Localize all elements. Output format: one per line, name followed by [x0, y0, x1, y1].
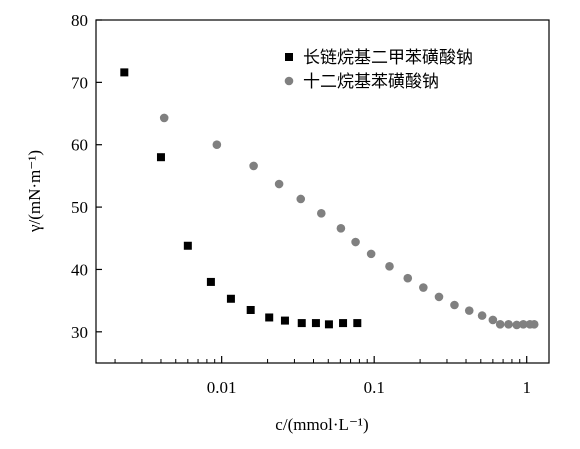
series-1-point-9	[385, 262, 394, 271]
y-tick-label-4: 70	[71, 73, 88, 92]
series-1-point-3	[274, 179, 284, 189]
series-1-point-10	[403, 273, 413, 283]
series-0-point-5	[246, 305, 255, 314]
y-tick-label-3: 60	[71, 136, 88, 155]
series-1-point-11	[419, 283, 428, 292]
series-0-point-8	[297, 319, 306, 328]
series-0-point-0	[120, 68, 129, 77]
series-1-point-15	[477, 311, 487, 320]
series-0-point-1	[156, 153, 165, 162]
series-1-point-7	[351, 237, 360, 247]
series-1-point-16	[488, 315, 498, 325]
y-tick-label-2: 50	[71, 198, 88, 217]
x-tick-label-0: 0.01	[207, 378, 237, 397]
y-tick-label-0: 30	[71, 323, 88, 342]
legend-label-1: 十二烷基苯磺酸钠	[303, 72, 439, 92]
x-axis-label: c/(mmol·L⁻¹)	[275, 415, 368, 434]
series-0-point-11	[339, 319, 348, 328]
series-1-point-4	[296, 194, 306, 204]
series-1-point-20	[519, 320, 528, 329]
series-0-point-9	[311, 319, 320, 328]
y-axis-label: γ/(mN·m⁻¹)	[25, 150, 44, 233]
series-0-point-12	[353, 319, 362, 328]
y-tick-label-1: 40	[71, 260, 88, 279]
legend-marker-0	[285, 53, 293, 61]
series-0-point-2	[183, 241, 192, 250]
series-1-point-5	[316, 209, 326, 218]
series-1-point-12	[434, 292, 444, 302]
series-1-point-18	[504, 320, 513, 329]
series-1-point-1	[212, 140, 222, 150]
x-tick-label-2: 1	[522, 378, 531, 397]
x-tick-label-1: 0.1	[364, 378, 385, 397]
legend-label-0: 长链烷基二甲苯磺酸钠	[303, 48, 473, 68]
series-1-point-2	[249, 161, 258, 171]
data-points	[120, 68, 539, 330]
y-tick-label-5: 80	[71, 11, 88, 30]
series-1-point-0	[159, 113, 169, 123]
series-1-point-14	[464, 306, 474, 315]
series-1-point-13	[450, 300, 459, 310]
series-1-point-19	[512, 320, 522, 330]
series-0-point-4	[226, 294, 235, 303]
series-1-point-6	[336, 223, 346, 233]
series-0-point-3	[206, 277, 215, 286]
plot-frame	[95, 19, 550, 364]
series-0-point-10	[324, 320, 333, 329]
series-0-point-6	[265, 313, 274, 322]
series-1-point-8	[366, 249, 376, 259]
series-0-point-7	[280, 316, 289, 325]
series-1-point-22	[529, 320, 539, 329]
series-1-point-17	[495, 320, 505, 329]
legend-marker-1	[284, 76, 294, 86]
axis-ticks: 30 40 50 60 70 80 0.01 0.1 1	[71, 11, 531, 397]
